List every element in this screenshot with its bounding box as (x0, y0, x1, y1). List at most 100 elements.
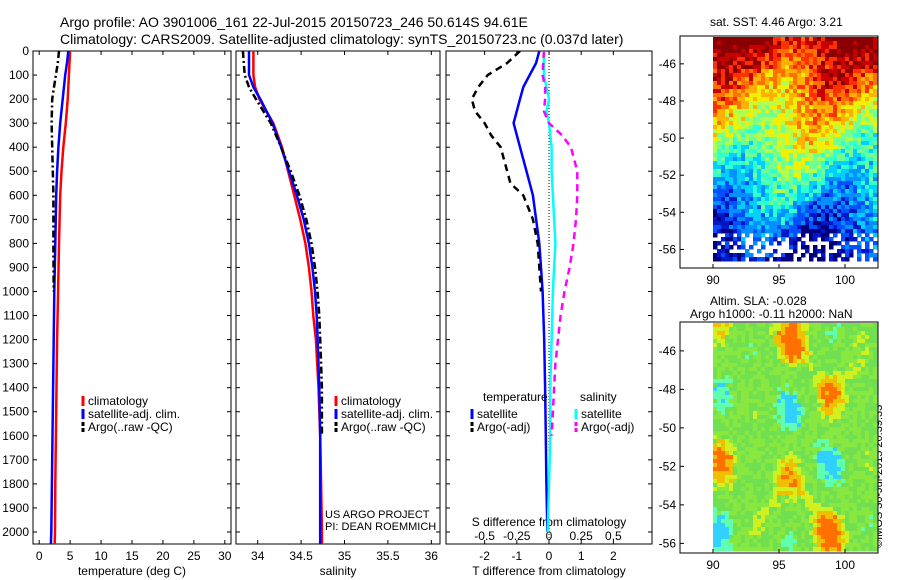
panel-frame (32, 50, 232, 545)
heatmap-cell (741, 471, 746, 476)
heatmap-cell (789, 419, 794, 424)
heatmap-cell (769, 535, 774, 540)
heatmap-cell (829, 363, 834, 368)
heatmap-cell (817, 81, 822, 86)
heatmap-cell (721, 209, 726, 214)
heatmap-cell (761, 475, 766, 480)
heatmap-cell (785, 435, 790, 440)
heatmap-cell (737, 503, 742, 508)
heatmap-cell (725, 97, 730, 102)
heatmap-cell (849, 177, 854, 182)
heatmap-cell (737, 347, 742, 352)
heatmap-cell (845, 455, 850, 460)
heatmap-cell (725, 455, 730, 460)
heatmap-cell (857, 363, 862, 368)
heatmap-cell (725, 209, 730, 214)
heatmap-cell (729, 149, 734, 154)
heatmap-cell (841, 467, 846, 472)
heatmap-cell (713, 375, 718, 380)
heatmap-cell (781, 189, 786, 194)
heatmap-cell (801, 379, 806, 384)
heatmap-cell (845, 503, 850, 508)
heatmap-cell (737, 327, 742, 332)
heatmap-cell (797, 189, 802, 194)
heatmap-cell (753, 149, 758, 154)
heatmap-cell (765, 487, 770, 492)
heatmap-cell (793, 415, 798, 420)
heatmap-cell (769, 463, 774, 468)
heatmap-cell (713, 323, 718, 328)
heatmap-cell (829, 133, 834, 138)
heatmap-cell (865, 431, 870, 436)
heatmap-cell (789, 105, 794, 110)
heatmap-cell (721, 197, 726, 202)
heatmap-cell (789, 217, 794, 222)
heatmap-cell (721, 109, 726, 114)
heatmap-cell (825, 383, 830, 388)
heatmap-cell (729, 455, 734, 460)
heatmap-cell (817, 213, 822, 218)
heatmap-cell (749, 411, 754, 416)
heatmap-cell (753, 327, 758, 332)
heatmap-cell (801, 65, 806, 70)
heatmap-cell (781, 411, 786, 416)
x-tick-label: 0 (546, 549, 553, 563)
heatmap-cell (737, 511, 742, 516)
heatmap-cell (717, 443, 722, 448)
heatmap-cell (829, 173, 834, 178)
heatmap-cell (785, 479, 790, 484)
heatmap-cell (833, 253, 838, 258)
heatmap-cell (777, 515, 782, 520)
heatmap-cell (765, 177, 770, 182)
heatmap-cell (737, 479, 742, 484)
heatmap-cell (721, 201, 726, 206)
heatmap-cell (797, 495, 802, 500)
heatmap-cell (737, 121, 742, 126)
heatmap-cell (849, 495, 854, 500)
heatmap-cell (773, 97, 778, 102)
heatmap-cell (813, 491, 818, 496)
heatmap-cell (801, 339, 806, 344)
heatmap-cell (789, 423, 794, 428)
heatmap-cell (869, 395, 874, 400)
heatmap-cell (737, 225, 742, 230)
heatmap-cell (809, 411, 814, 416)
heatmap-cell (717, 339, 722, 344)
heatmap-cell (801, 479, 806, 484)
heatmap-cell (733, 217, 738, 222)
heatmap-cell (769, 359, 774, 364)
heatmap-cell (869, 383, 874, 388)
heatmap-cell (721, 527, 726, 532)
heatmap-cell (805, 535, 810, 540)
heatmap-cell (865, 471, 870, 476)
heatmap-cell (845, 253, 850, 258)
heatmap-cell (805, 85, 810, 90)
heatmap-cell (805, 141, 810, 146)
heatmap-cell (725, 249, 730, 254)
heatmap-cell (757, 491, 762, 496)
heatmap-cell (753, 447, 758, 452)
heatmap-cell (845, 53, 850, 58)
heatmap-cell (741, 229, 746, 234)
heatmap-cell (789, 427, 794, 432)
heatmap-cell (749, 511, 754, 516)
heatmap-cell (777, 387, 782, 392)
heatmap-cell (753, 427, 758, 432)
heatmap-cell (813, 447, 818, 452)
heatmap-cell (777, 85, 782, 90)
heatmap-cell (717, 511, 722, 516)
x-tick-label: -1 (511, 549, 522, 563)
salinity-tick-label: -0.25 (503, 529, 531, 543)
heatmap-cell (761, 379, 766, 384)
heatmap-cell (869, 351, 874, 356)
heatmap-cell (817, 339, 822, 344)
heatmap-cell (861, 181, 866, 186)
heatmap-cell (745, 407, 750, 412)
heatmap-cell (785, 145, 790, 150)
heatmap-cell (825, 49, 830, 54)
heatmap-cell (837, 221, 842, 226)
depth-tick-label: 1500 (2, 405, 29, 419)
heatmap-cell (781, 73, 786, 78)
heatmap-cell (785, 69, 790, 74)
heatmap-cell (829, 343, 834, 348)
